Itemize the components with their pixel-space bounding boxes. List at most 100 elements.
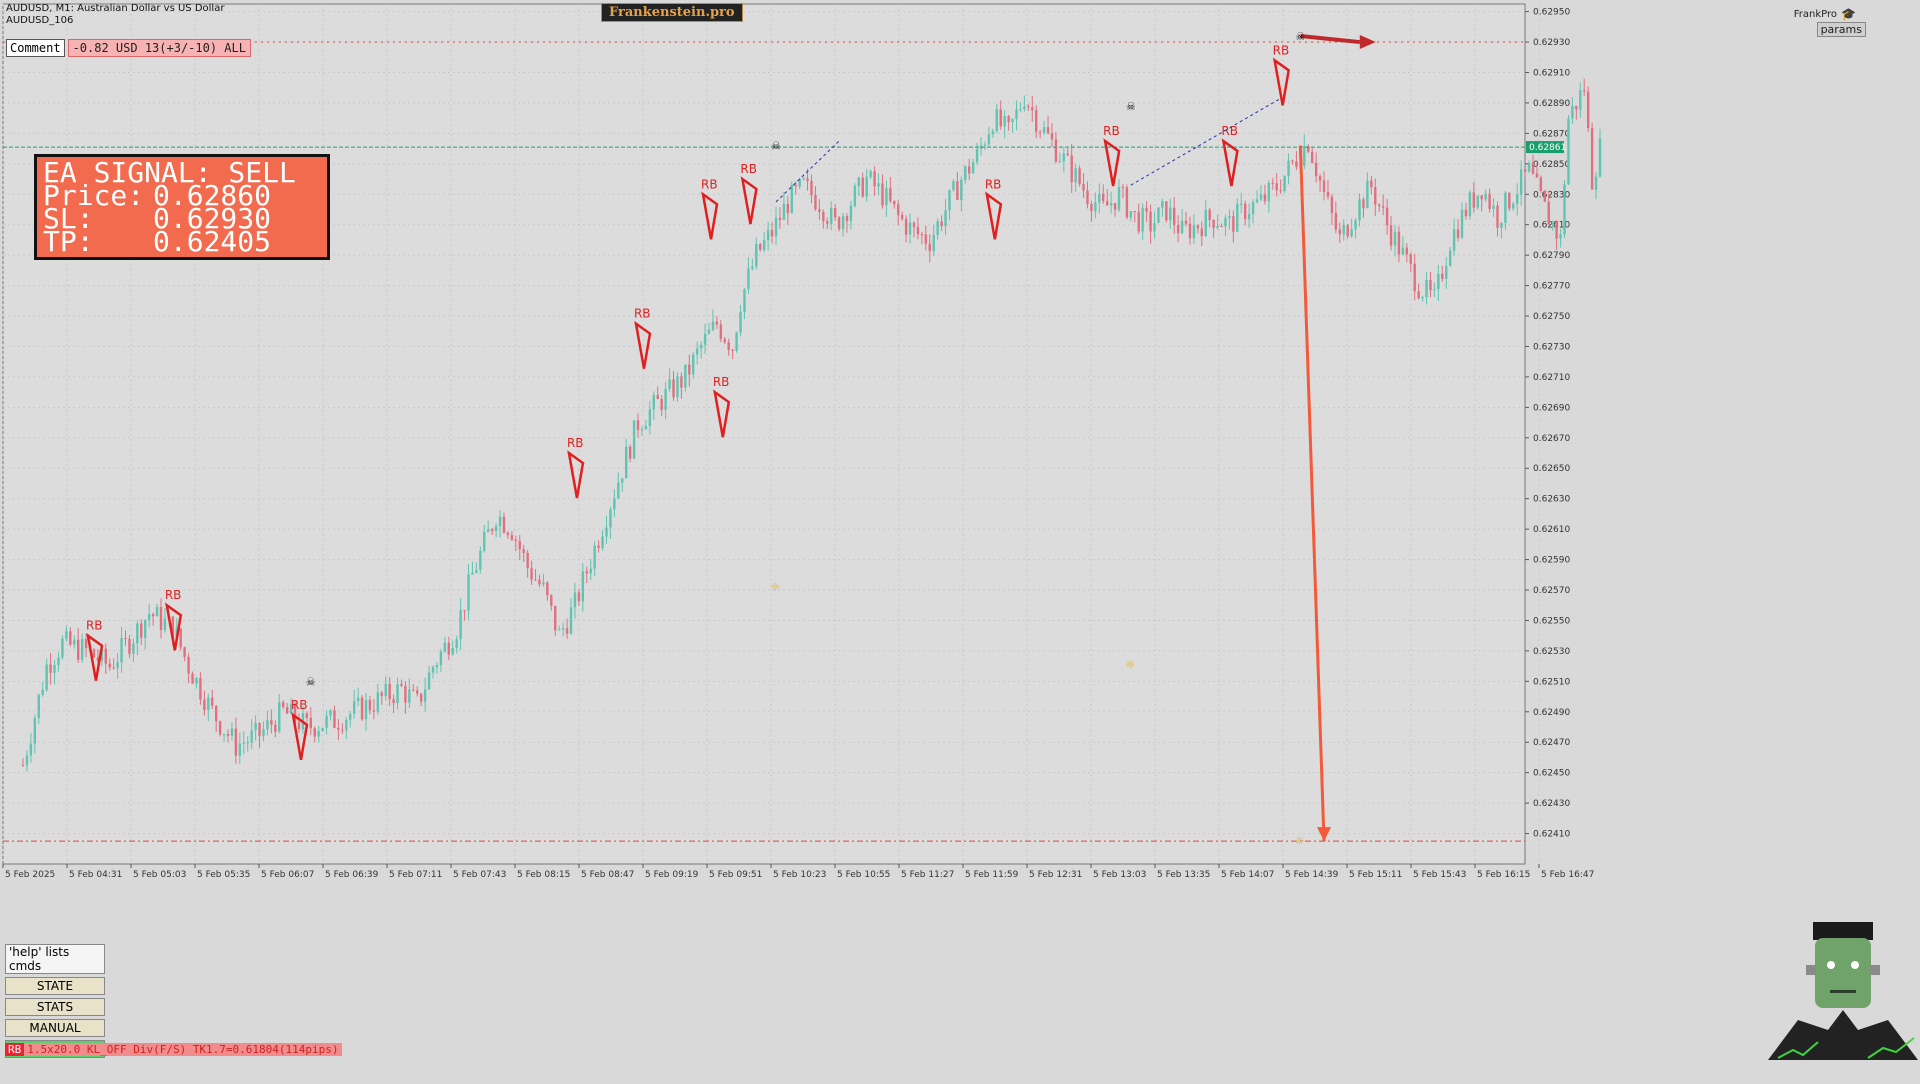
candle-body [1066, 153, 1069, 156]
candle-body [199, 677, 202, 700]
candle-body [1370, 180, 1373, 188]
params-button[interactable]: params [1816, 22, 1866, 37]
y-tick-label: 0.62530 [1533, 647, 1570, 657]
candle-body [759, 243, 762, 250]
candle-body [699, 344, 703, 349]
candle-body [404, 685, 407, 703]
candle-body [1468, 192, 1472, 217]
candle-body [841, 216, 845, 230]
candle-body [1291, 160, 1294, 162]
candle-body [1583, 90, 1586, 92]
candle-body [487, 529, 490, 533]
symbol-title: AUDUSD, M1: Australian Dollar vs US Doll… [6, 3, 224, 27]
x-tick-label: 5 Feb 11:27 [901, 870, 954, 880]
candle-body [1555, 222, 1558, 239]
candle-body [561, 628, 565, 630]
candle-body [384, 683, 387, 697]
candle-body [1397, 231, 1401, 255]
candle-body [723, 338, 726, 343]
signal-connector [775, 140, 840, 203]
candle-body [1571, 105, 1574, 119]
candle-body [1050, 133, 1054, 140]
signal-price-row: Price: 0.62860 [43, 182, 327, 210]
candle-body [731, 349, 734, 351]
candle-body [1263, 194, 1267, 202]
candle-body [1188, 223, 1192, 239]
candle-body [329, 710, 332, 716]
candle-body [144, 620, 147, 638]
candle-body [1350, 229, 1353, 237]
candle-body [711, 321, 715, 330]
candle-body [1433, 289, 1436, 291]
help-hint: 'help' lists cmds [5, 944, 105, 974]
candle-body [1476, 195, 1479, 208]
candle-body [1247, 214, 1251, 220]
stats-button[interactable]: STATS [5, 998, 105, 1016]
rb-pattern-mark [1221, 138, 1239, 187]
candle-body [995, 109, 998, 132]
candle-body [376, 692, 380, 712]
rb-pattern-mark [634, 320, 652, 369]
candle-body [1038, 131, 1042, 133]
candle-body [116, 662, 119, 669]
candle-body [928, 243, 931, 251]
y-tick-label: 0.62550 [1533, 616, 1570, 626]
candle-body [1579, 90, 1582, 110]
candle-body [818, 209, 821, 212]
candle-body [1031, 107, 1034, 111]
state-button[interactable]: STATE [5, 977, 105, 995]
candle-body [987, 134, 991, 145]
candle-body [84, 639, 88, 649]
y-tick-label: 0.62910 [1533, 68, 1570, 78]
candle-body [971, 162, 975, 174]
candle-body [1145, 207, 1148, 212]
candle-body [61, 638, 64, 658]
candle-body [747, 268, 750, 290]
candle-body [766, 230, 770, 240]
candle-body [1531, 162, 1535, 174]
candle-body [214, 705, 218, 722]
candle-body [1496, 205, 1499, 228]
candle-body [565, 628, 569, 634]
candle-body [636, 420, 640, 431]
candle-body [786, 203, 790, 213]
y-tick-label: 0.62670 [1533, 434, 1570, 444]
candle-body [573, 592, 577, 608]
candle-body [408, 689, 411, 703]
candle-body [242, 742, 245, 744]
candle-body [246, 742, 249, 744]
y-tick-label: 0.62750 [1533, 312, 1570, 322]
comment-value: -0.82 USD 13(+3/-10) ALL [67, 39, 251, 57]
candle-body [1374, 187, 1377, 205]
candle-body [908, 222, 912, 235]
rb-pattern-label: RB [165, 588, 182, 602]
candle-body [1547, 201, 1550, 225]
candle-body [388, 683, 391, 700]
candle-body [108, 663, 111, 668]
candle-body [1062, 153, 1066, 161]
y-tick-label: 0.62770 [1533, 282, 1570, 292]
y-tick-label: 0.62570 [1533, 586, 1570, 596]
candle-body [1480, 195, 1483, 200]
mascot-hair [1813, 922, 1873, 940]
candle-body [798, 178, 801, 187]
candle-body [1590, 128, 1594, 190]
y-tick-label: 0.62430 [1533, 799, 1570, 809]
candle-body [897, 204, 900, 215]
candle-body [392, 699, 395, 704]
candle-body [1401, 247, 1405, 255]
manual-button[interactable]: MANUAL [5, 1019, 105, 1037]
candle-body [889, 188, 892, 201]
candle-body [1322, 180, 1326, 192]
candle-body [778, 217, 782, 220]
x-tick-label: 5 Feb 09:19 [645, 870, 699, 880]
candle-body [1519, 169, 1523, 195]
candle-body [1586, 91, 1590, 129]
y-tick-label: 0.62810 [1533, 221, 1570, 231]
candle-body [226, 733, 230, 736]
x-tick-label: 5 Feb 10:23 [773, 870, 826, 880]
candle-body [1086, 190, 1089, 205]
brand-label[interactable]: Frankenstein.pro [601, 3, 743, 22]
